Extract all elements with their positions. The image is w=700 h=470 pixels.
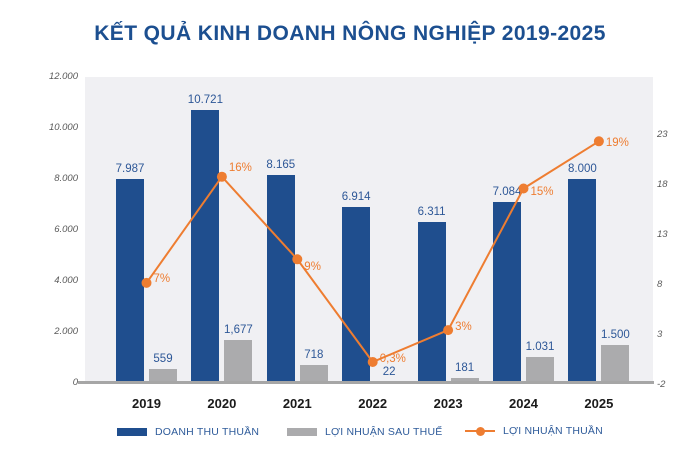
y-axis-right-tick: -2 xyxy=(657,379,666,390)
y-axis-left-tick: 8.000 xyxy=(54,173,78,184)
profit-bar xyxy=(149,368,177,383)
revenue-bar-label: 8.165 xyxy=(266,158,296,171)
margin-point-label: 3% xyxy=(455,321,472,334)
margin-point-label: 16% xyxy=(228,161,252,174)
margin-point-label: 0,3% xyxy=(379,352,406,365)
revenue-bar-label: 7.987 xyxy=(115,163,145,176)
legend-item-revenue: DOANH THU THUẦN xyxy=(117,426,259,438)
profit-bar xyxy=(299,364,328,383)
y-axis-left-tick: 10.000 xyxy=(48,122,78,133)
revenue-bar xyxy=(116,179,144,383)
profit-bar xyxy=(450,378,479,383)
y-axis-left-tick: 0 xyxy=(72,377,78,388)
y-axis-left-tick: 12.000 xyxy=(48,71,78,82)
y-axis-right-tick: 8 xyxy=(657,279,663,290)
x-axis-year-label: 2020 xyxy=(207,396,237,411)
profit-bar xyxy=(526,356,554,383)
legend-label-profit-after-tax: LỢI NHUẬN SAU THUẾ xyxy=(325,426,443,438)
legend-label-revenue: DOANH THU THUẦN xyxy=(155,426,260,438)
profit-bar-label: 718 xyxy=(304,348,324,361)
x-axis-baseline xyxy=(78,381,654,384)
y-axis-right-tick: 3 xyxy=(657,329,663,340)
revenue-swatch-icon xyxy=(117,428,147,436)
margin-point-label: 9% xyxy=(304,261,321,274)
revenue-bar-label: 8.000 xyxy=(568,163,597,175)
legend-item-net-margin: LỢI NHUẬN THUẦN xyxy=(465,425,603,437)
margin-point-label: 7% xyxy=(153,272,171,285)
x-axis-year-label: 2021 xyxy=(282,396,312,411)
x-axis-year-label: 2024 xyxy=(509,396,538,411)
margin-line-dot-icon xyxy=(465,426,495,436)
profit-bar-label: 559 xyxy=(153,352,173,365)
x-axis-year-label: 2023 xyxy=(433,396,463,411)
profit-bar-label: 22 xyxy=(382,366,396,379)
revenue-bar xyxy=(342,206,371,383)
revenue-bar-label: 6.311 xyxy=(417,206,446,219)
x-axis-year-label: 2022 xyxy=(358,396,388,411)
profit-bar-label: 181 xyxy=(455,362,475,375)
revenue-bar-label: 6.914 xyxy=(341,190,371,203)
x-axis-year-label: 2019 xyxy=(132,396,161,411)
revenue-bar xyxy=(493,202,521,383)
revenue-bar xyxy=(568,179,597,383)
profit-bar-label: 1,677 xyxy=(224,324,253,337)
y-axis-right-tick: 13 xyxy=(657,229,668,240)
chart-title: KẾT QUẢ KINH DOANH NÔNG NGHIỆP 2019-2025 xyxy=(94,22,606,45)
profit-bar xyxy=(601,344,630,383)
y-axis-left-tick: 6.000 xyxy=(54,224,78,235)
profit-swatch-icon xyxy=(287,428,317,436)
legend-item-profit-after-tax: LỢI NHUẬN SAU THUẾ xyxy=(287,426,442,438)
y-axis-right-tick: 18 xyxy=(657,179,668,190)
profit-bar xyxy=(224,340,253,383)
profit-bar-label: 1.031 xyxy=(525,340,555,353)
x-axis-year-label: 2025 xyxy=(584,396,614,411)
y-axis-right-tick: 23 xyxy=(657,129,668,140)
profit-bar-label: 1.500 xyxy=(601,328,630,341)
margin-point-label: 15% xyxy=(530,185,554,198)
y-axis-left-tick: 2.000 xyxy=(54,326,78,337)
margin-point-label: 19% xyxy=(605,137,629,150)
y-axis-left-tick: 4.000 xyxy=(54,275,78,286)
legend-label-net-margin: LỢI NHUẬN THUẦN xyxy=(503,425,603,437)
revenue-bar-label: 10.721 xyxy=(187,93,223,106)
revenue-bar xyxy=(191,109,220,383)
revenue-bar xyxy=(417,222,446,383)
